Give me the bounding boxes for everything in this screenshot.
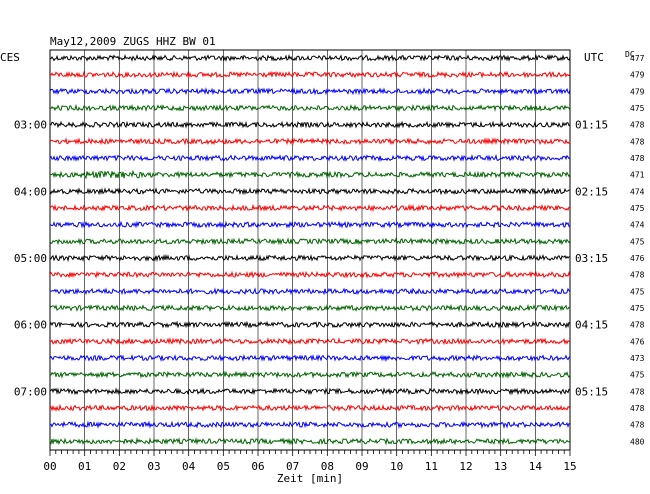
dc-value: 475 [630,304,645,313]
dc-value: 475 [630,104,645,113]
seismic-trace [49,187,571,196]
seismic-trace [49,120,570,129]
seismic-trace [49,136,571,146]
seismic-trace [49,387,571,396]
dc-value: 478 [630,404,645,413]
dc-values: 477 479 479 475 478 478 478 471 474 475 474 475 476 4… [630,54,645,446]
x-tick-label: 14 [529,460,543,473]
x-tick-label: 10 [390,460,403,473]
dc-value: 478 [630,387,645,396]
seismic-trace [49,87,571,96]
dc-value: 478 [630,121,645,130]
dc-value: 476 [630,337,645,346]
x-tick-label: 12 [459,460,472,473]
dc-value: 475 [630,371,645,380]
x-tick-label: 01 [78,460,91,473]
left-timezone-label: CES [0,51,20,64]
seismic-trace [49,437,571,446]
time-labels: 03:00 04:00 05:00 06:00 07:00 01:15 02:15 03:15… [14,119,608,399]
dc-value: 478 [630,154,645,163]
seismic-trace [49,237,571,246]
dc-value: 478 [630,421,645,430]
seismic-trace [49,203,571,213]
x-tick-label: 08 [321,460,334,473]
left-time-label: 06:00 [14,319,47,332]
right-time-label: 04:15 [575,319,608,332]
seismic-trace [49,153,571,163]
left-time-label: 03:00 [14,119,47,132]
dc-value: 473 [630,354,645,363]
seismic-trace [49,287,571,296]
left-time-label: 07:00 [14,385,47,398]
seismic-trace [49,337,571,346]
seismic-trace [49,253,571,263]
right-timezone-label: UTC [584,51,604,64]
dc-value: 475 [630,287,645,296]
trace-group [49,53,571,446]
dc-value: 480 [630,437,645,446]
chart-title: May12,2009 ZUGS HHZ BW 01 [50,35,216,48]
x-tick-label: 13 [494,460,507,473]
x-tick-label: 15 [563,460,576,473]
dc-value: 475 [630,237,645,246]
left-time-label: 04:00 [14,185,47,198]
dc-value: 477 [630,54,645,63]
x-tick-label: 02 [113,460,126,473]
seismic-trace [49,103,571,113]
seismic-trace [49,220,571,229]
x-axis: 00 01 02 03 04 05 06 07 08 09 10 11 12 13 14 15 [43,450,577,473]
x-tick-label: 07 [286,460,299,473]
seismic-trace [49,403,571,413]
x-tick-label: 06 [251,460,264,473]
dc-value: 479 [630,87,645,96]
seismic-trace [49,303,571,313]
x-tick-label: 00 [43,460,56,473]
x-tick-label: 09 [355,460,368,473]
right-time-label: 01:15 [575,119,608,132]
left-time-label: 05:00 [14,252,47,265]
dc-value: 474 [630,187,645,196]
grid-lines [49,49,571,451]
dc-value: 478 [630,137,645,146]
dc-column-label: DC [625,50,635,59]
right-time-label: 05:15 [575,385,608,398]
dc-value: 475 [630,204,645,213]
seismic-trace [49,53,571,63]
seismic-trace [49,70,571,79]
seismic-trace [49,320,571,329]
x-tick-label: 03 [147,460,160,473]
seismic-trace [49,270,571,279]
dc-value: 474 [630,221,645,230]
x-axis-label: Zeit [min] [277,472,343,485]
dc-value: 476 [630,254,645,263]
dc-value: 479 [630,71,645,80]
seismic-trace [49,353,571,363]
dc-value: 471 [630,171,645,180]
seismic-trace [49,370,571,379]
dc-value: 478 [630,321,645,330]
right-time-label: 02:15 [575,185,608,198]
seismic-trace [49,420,571,429]
x-tick-label: 04 [182,460,196,473]
x-tick-label: 11 [425,460,438,473]
dc-value: 478 [630,271,645,280]
right-time-label: 03:15 [575,252,608,265]
x-tick-label: 05 [217,460,230,473]
seismic-trace [49,169,571,180]
